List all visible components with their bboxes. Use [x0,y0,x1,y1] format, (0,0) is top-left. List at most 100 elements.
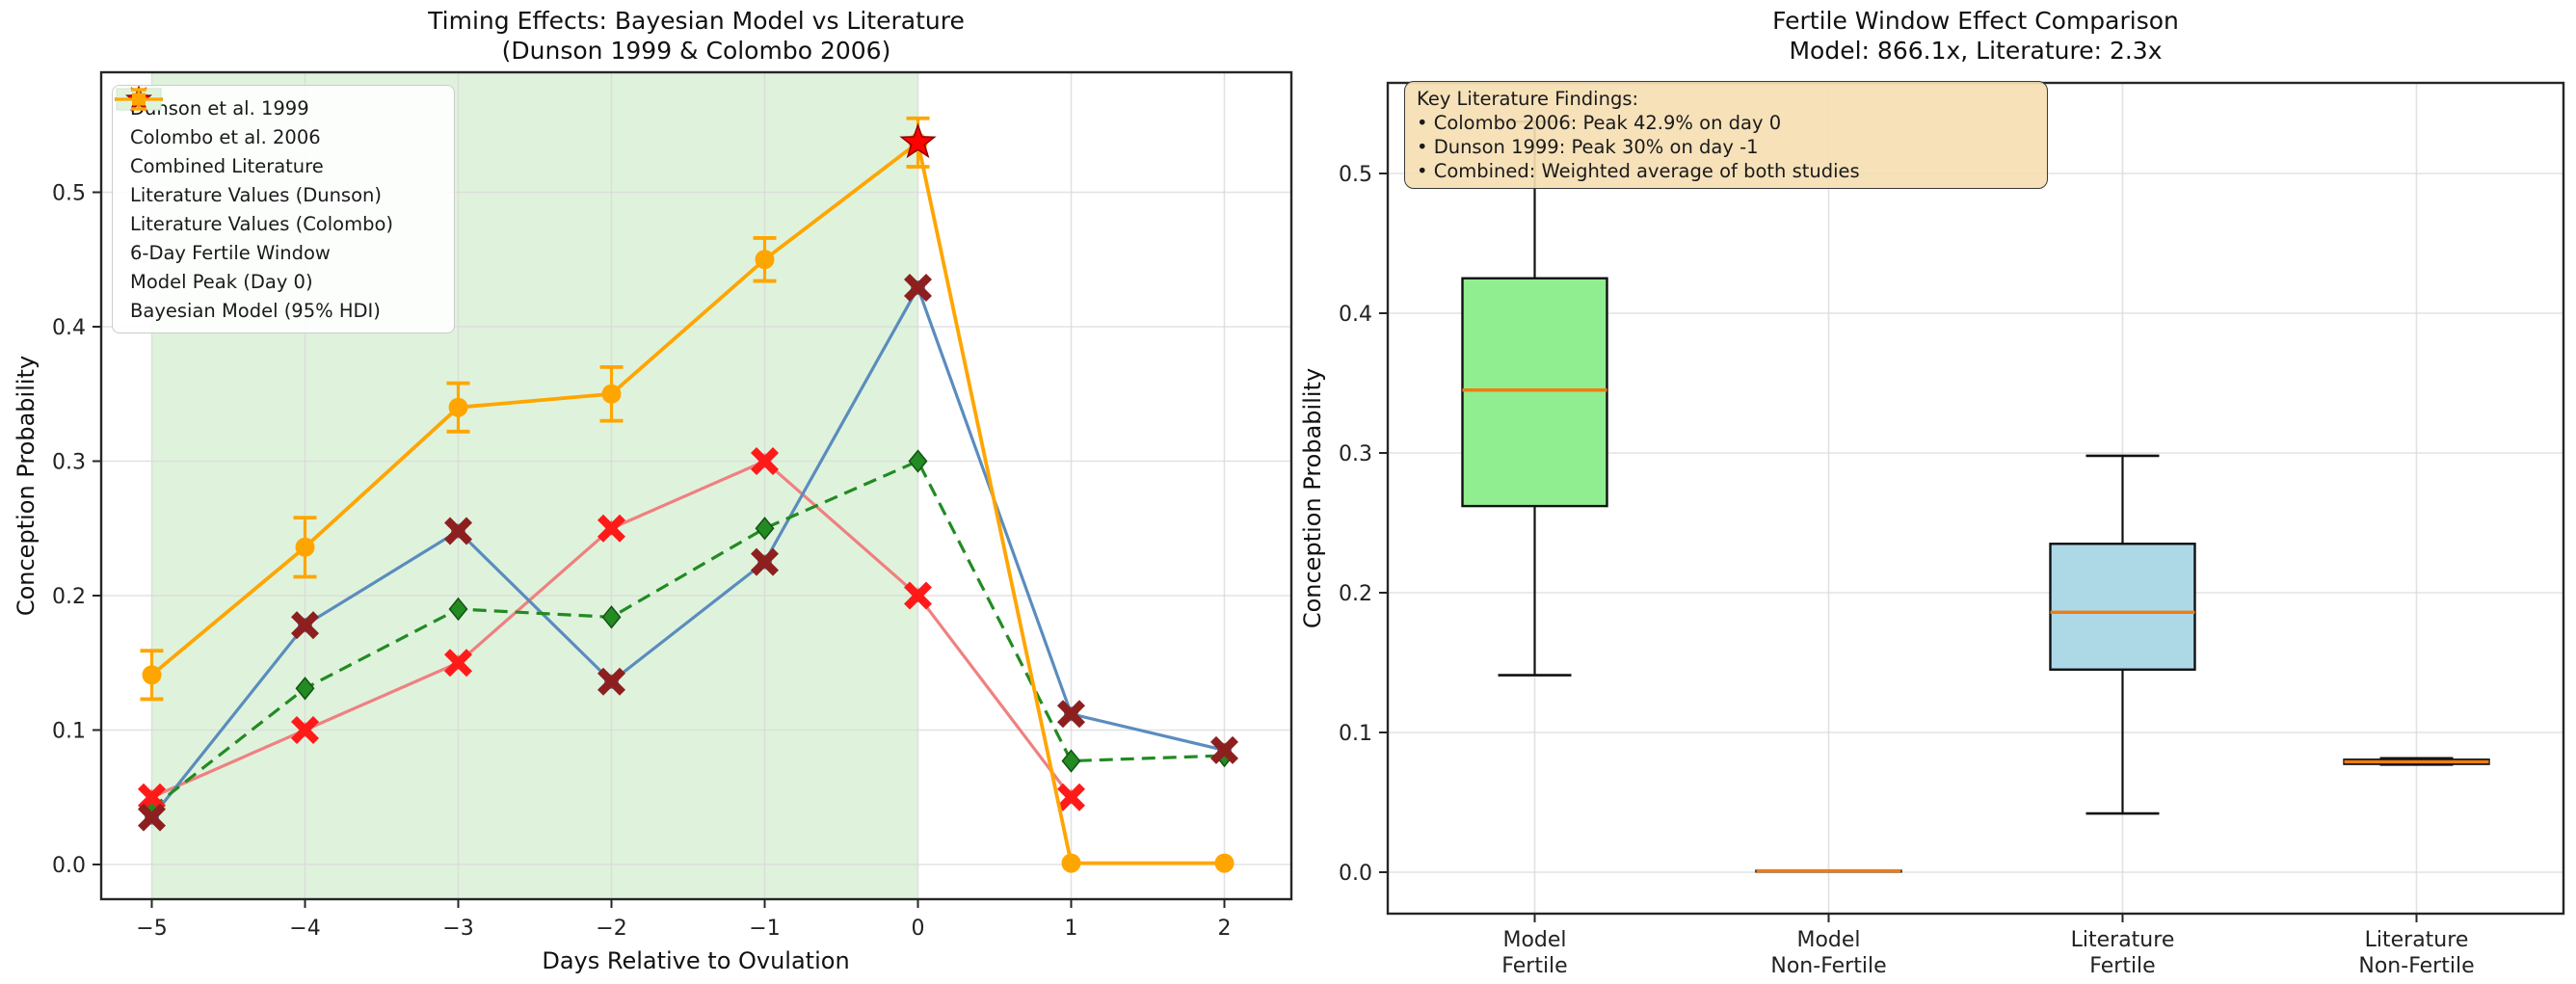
circle-marker [295,537,315,557]
x-marker-stroke [1056,700,1086,729]
category-label: Literature Non-Fertile [2358,928,2474,978]
left-x-axis-label: Days Relative to Ovulation [542,947,850,974]
boxplot-3 [2049,454,2196,815]
x-marker-stroke [1209,735,1239,764]
legend-item: Model Peak (Day 0) [122,86,444,296]
x-tick-label: −1 [749,917,780,941]
y-tick-label: 0.1 [1339,722,1372,746]
left-chart-subtitle: (Dunson 1999 & Colombo 2006) [501,37,891,65]
legend-item: Literature Values (Colombo) [122,87,444,238]
colombo-series-line [150,285,1225,819]
x-marker-stroke [903,274,933,303]
x-tick-label: −4 [289,917,320,941]
legend-label: Literature Values (Dunson) [130,183,382,206]
combined-series-line [150,459,1225,810]
x-tick-label: 2 [1218,917,1232,941]
x-marker-stroke [750,547,780,576]
x-marker-stroke [750,446,780,476]
legend-box: Dunson et al. 1999 Colombo et al. 2006 C… [112,85,455,333]
bayesian-model-series-line [150,140,1225,865]
annotation-bullet-colombo: • Colombo 2006: Peak 42.9% on day 0 [1417,112,1782,134]
circle-marker [1214,853,1235,873]
diamond-marker [908,449,928,473]
x-marker-stroke [1056,783,1086,811]
circle-marker [448,397,468,417]
model-peak-star [899,122,937,159]
left-chart-title: Timing Effects: Bayesian Model vs Litera… [428,7,965,35]
right-chart-subtitle: Model: 866.1x, Literature: 2.3x [1789,37,2163,65]
left-chart-title-block: Timing Effects: Bayesian Model vs Litera… [101,6,1291,66]
left-plot-spines [99,70,1293,901]
legend-label: Model Peak (Day 0) [130,270,313,293]
boxplot-1 [1461,120,1608,677]
legend-label: Literature Values (Colombo) [130,212,393,235]
x-marker-stroke [597,667,626,696]
key-findings-annotation: Key Literature Findings: • Colombo 2006:… [1404,81,2048,189]
legend-label: Dunson et al. 1999 [130,96,309,120]
left-y-axis-label: Conception Probability [13,355,40,617]
diamond-marker [601,605,622,629]
y-tick-label: 0.2 [1339,582,1372,606]
x-marker-stroke [137,803,167,832]
legend-errorbar-icon [115,88,163,111]
boxplot-4 [2343,757,2490,766]
y-tick-label: 0.0 [1339,862,1372,886]
legend-item: Dunson et al. 1999 [115,92,444,122]
y-tick-label: 0.0 [52,854,86,878]
legend-item: Bayesian Model (95% HDI) [115,88,444,325]
right-y-axis-label: Conception Probability [1299,367,1326,629]
y-tick-label: 0.2 [52,585,86,609]
x-tick-label: 1 [1065,917,1078,941]
category-label: Model Fertile [1501,928,1567,978]
right-chart-title-block: Fertile Window Effect Comparison Model: … [1388,6,2563,66]
x-marker-stroke [290,715,320,745]
legend-item: Colombo et al. 2006 [115,93,444,151]
y-tick-label: 0.3 [1339,442,1372,466]
right-chart-title: Fertile Window Effect Comparison [1772,7,2179,35]
diamond-marker [755,517,775,541]
circle-marker [142,665,162,685]
colombo-x-scatter [137,274,1239,832]
legend-item: Combined Literature [115,88,444,180]
diamond-marker [448,597,468,622]
y-tick-label: 0.1 [52,720,86,744]
diamond-marker [1061,749,1081,773]
legend-item: Literature Values (Dunson) [122,87,444,209]
legend-label: Colombo et al. 2006 [130,125,321,148]
left-chart: −5 −4 −3 −2 −1 0 1 2 0.0 0.1 0.2 0.3 0.4 0.5 [52,70,1293,941]
right-chart: 0.0 0.1 0.2 0.3 0.4 0.5 Model Fertile Model Non-F… [1339,81,2565,978]
x-marker-stroke [597,514,626,543]
box-rect [2049,543,2196,671]
box-rect [1461,277,1608,508]
circle-marker [1061,853,1081,873]
y-tick-label: 0.4 [52,316,86,340]
category-label: Model Non-Fertile [1770,928,1886,978]
circle-marker [601,384,622,404]
x-marker-stroke [903,581,933,610]
y-tick-label: 0.5 [52,182,86,206]
x-tick-label: −3 [442,917,473,941]
y-tick-label: 0.3 [52,451,86,475]
x-marker-stroke [290,611,320,640]
legend-label: 6-Day Fertile Window [130,241,331,264]
x-tick-label: −2 [596,917,626,941]
circle-marker [755,250,775,270]
y-tick-label: 0.4 [1339,303,1372,327]
x-tick-label: 0 [912,917,925,941]
boxplot-2 [1755,868,1902,873]
category-label: Literature Fertile [2071,928,2175,978]
annotation-bullet-combined: • Combined: Weighted average of both stu… [1417,160,1860,182]
dunson-x-scatter [137,446,1086,811]
x-marker-stroke [443,517,473,545]
legend-label: Bayesian Model (95% HDI) [130,299,381,322]
x-marker-stroke [443,649,473,678]
diamond-marker [295,677,315,701]
y-tick-label: 0.5 [1339,163,1372,187]
annotation-bullet-dunson: • Dunson 1999: Peak 30% on day -1 [1417,136,1759,158]
annotation-title: Key Literature Findings: [1417,88,1639,110]
legend-item: 6-Day Fertile Window [116,88,444,267]
legend-label: Combined Literature [130,154,324,177]
x-tick-label: −5 [136,917,167,941]
